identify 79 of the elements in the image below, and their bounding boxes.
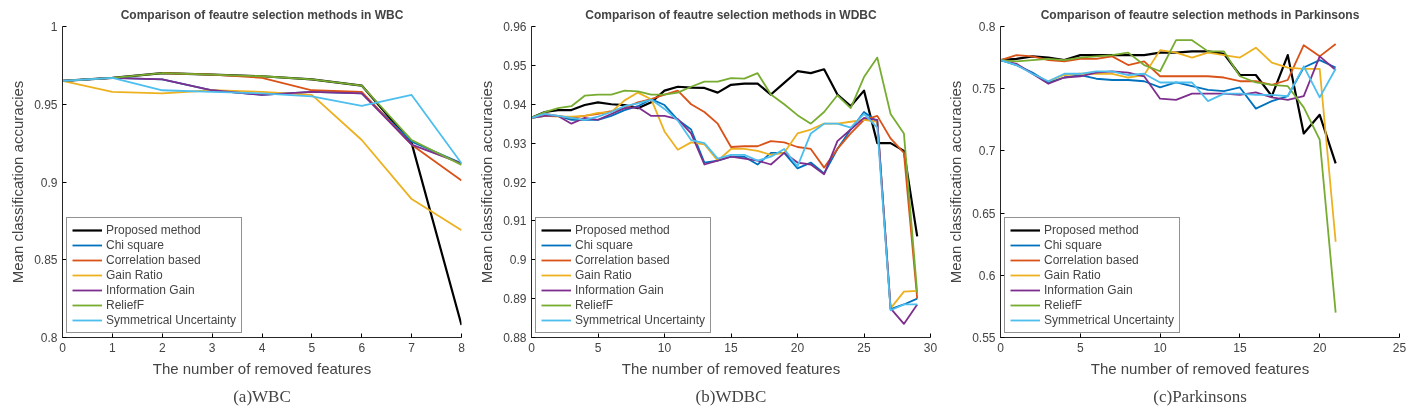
x-tick-label: 20 <box>1313 340 1327 355</box>
text: (c)Parkinsons <box>1153 386 1247 406</box>
legend-label: ReliefF <box>1044 298 1083 312</box>
y-tick-label: 0.55 <box>972 331 996 345</box>
x-tick-label: 15 <box>724 340 738 355</box>
x-tick-label: 0 <box>59 340 67 355</box>
legend-label: Chi square <box>106 238 165 252</box>
x-tick-label: 5 <box>308 340 316 355</box>
y-tick-label: 0.8 <box>978 20 996 34</box>
y-tick-label: 0.9 <box>40 175 58 190</box>
x-axis-title: The number of removed features <box>1090 359 1310 377</box>
legend-label: Gain Ratio <box>1044 268 1101 282</box>
y-tick-label: 0.93 <box>503 136 527 151</box>
y-tick-label: 0.92 <box>503 175 527 190</box>
legend-label: ReliefF <box>575 298 614 312</box>
x-tick-label: 25 <box>1392 340 1407 355</box>
y-tick-label: 0.85 <box>34 253 58 268</box>
legend-label: Symmetrical Uncertainty <box>106 313 237 327</box>
x-tick-label: 7 <box>408 340 416 355</box>
x-tick-label: 30 <box>923 340 938 355</box>
y-tick-label: 0.94 <box>503 97 527 112</box>
legend-label: Proposed method <box>575 223 670 237</box>
legend-label: Proposed method <box>106 223 201 237</box>
y-tick-label: 0.9 <box>509 253 527 268</box>
x-axis-title: The number of removed features <box>152 359 372 377</box>
chart-title: Comparison of feautre selection methods in Parkinsons <box>1040 7 1360 22</box>
x-tick-label: 3 <box>208 340 216 355</box>
x-tick-label: 15 <box>1233 340 1247 355</box>
legend-label: ReliefF <box>106 298 145 312</box>
legend-label: Gain Ratio <box>575 268 632 282</box>
x-tick-label: 25 <box>857 340 871 355</box>
x-tick-label: 20 <box>790 340 805 355</box>
text: (b)WDBC <box>695 386 767 406</box>
legend-label: Symmetrical Uncertainty <box>1044 313 1175 327</box>
y-axis-title: Mean classification accuracies <box>478 80 496 284</box>
y-tick-label: 0.95 <box>34 97 58 112</box>
legend-label: Chi square <box>1044 238 1103 252</box>
y-tick-label: 0.96 <box>503 20 527 34</box>
chart-title: Comparison of feautre selection methods in WDBC <box>585 7 878 22</box>
y-tick-label: 0.88 <box>503 331 527 345</box>
x-tick-label: 1 <box>109 340 117 355</box>
legend-label: Correlation based <box>575 253 670 267</box>
text: (a)WBC <box>233 386 291 406</box>
y-axis-title: Mean classification accuracies <box>9 80 27 284</box>
legend-label: Correlation based <box>106 253 201 267</box>
x-axis-title: The number of removed features <box>621 359 841 377</box>
legend-label: Symmetrical Uncertainty <box>575 313 706 327</box>
x-tick-label: 4 <box>258 340 266 355</box>
x-tick-label: 2 <box>158 340 166 355</box>
legend-label: Information Gain <box>575 283 664 297</box>
x-tick-label: 10 <box>1153 340 1168 355</box>
legend-label: Information Gain <box>1044 283 1133 297</box>
y-tick-label: 0.8 <box>40 331 58 345</box>
x-tick-label: 5 <box>594 340 602 355</box>
y-tick-label: 0.6 <box>978 268 996 283</box>
legend-label: Proposed method <box>1044 223 1139 237</box>
x-tick-label: 0 <box>528 340 536 355</box>
y-tick-label: 0.65 <box>972 206 996 221</box>
x-tick-label: 8 <box>458 340 466 355</box>
legend-label: Information Gain <box>106 283 195 297</box>
line-series <box>1000 43 1337 86</box>
x-tick-label: 0 <box>997 340 1005 355</box>
legend-label: Correlation based <box>1044 253 1139 267</box>
y-tick-label: 0.75 <box>972 82 996 97</box>
y-axis-title: Mean classification accuracies <box>947 80 965 284</box>
x-tick-label: 10 <box>657 340 672 355</box>
y-tick-label: 0.95 <box>503 58 527 73</box>
y-tick-label: 0.91 <box>503 214 527 229</box>
y-tick-label: 0.7 <box>978 144 996 159</box>
chart-title: Comparison of feautre selection methods in WBC <box>120 7 404 22</box>
line-series <box>1000 39 1337 314</box>
y-tick-label: 0.89 <box>503 292 527 307</box>
x-tick-label: 5 <box>1076 340 1084 355</box>
line-series <box>531 68 919 238</box>
line-series <box>531 56 919 294</box>
legend-label: Gain Ratio <box>106 268 163 282</box>
y-tick-label: 1 <box>50 20 58 34</box>
x-tick-label: 6 <box>358 340 366 355</box>
legend-label: Chi square <box>575 238 634 252</box>
